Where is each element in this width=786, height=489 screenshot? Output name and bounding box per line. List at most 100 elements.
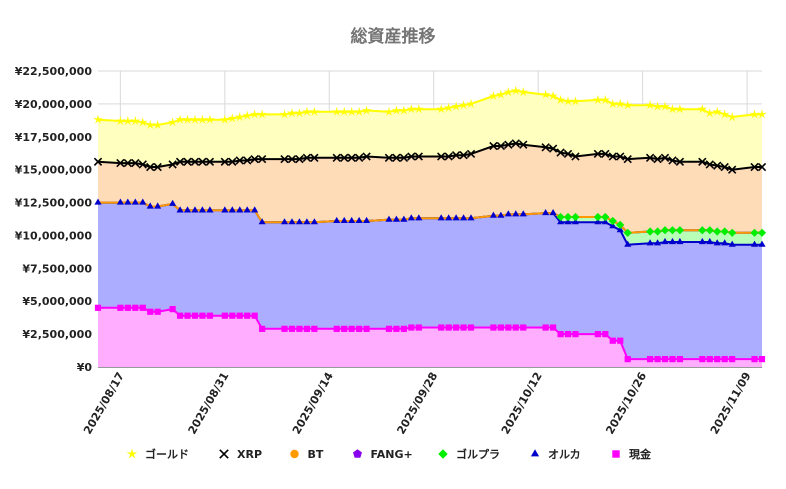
legend-label: オルカ (548, 448, 581, 461)
data-point-triangle (728, 240, 736, 247)
data-point-x (183, 157, 192, 166)
data-point-star (727, 111, 737, 122)
data-point-triangle (654, 239, 662, 246)
x-stroke (504, 140, 513, 149)
x-stroke (713, 161, 722, 170)
data-point-x (571, 152, 580, 161)
x-stroke (340, 153, 349, 162)
data-point-triangle (407, 214, 415, 221)
x-stroke (332, 153, 341, 162)
data-point-star (652, 101, 663, 111)
data-point-x (750, 162, 759, 172)
data-point-x (310, 153, 319, 162)
x-stroke (496, 141, 506, 151)
data-point-x (451, 151, 461, 160)
data-point-square (333, 325, 340, 332)
data-point-triangle (400, 215, 408, 222)
data-point-x (138, 160, 147, 169)
data-point-star (294, 108, 305, 118)
data-point-star (242, 110, 253, 120)
x-stroke (705, 160, 714, 169)
data-point-x (399, 153, 409, 162)
data-point-x (675, 157, 685, 166)
data-point-x (302, 153, 312, 162)
data-point-diamond (653, 227, 662, 236)
data-point-star (414, 104, 424, 114)
data-point-star (749, 109, 760, 119)
x-stroke (93, 157, 103, 166)
data-point-star (406, 104, 417, 114)
data-point-x (153, 162, 162, 172)
x-stroke (257, 154, 267, 164)
x-stroke (116, 158, 125, 168)
data-point-square (408, 324, 415, 331)
area-star (98, 90, 762, 170)
y-tick-label: ¥22,500,000 (15, 65, 93, 78)
data-point-x (668, 156, 677, 165)
legend-marker-triangle (530, 449, 540, 457)
data-point-triangle (489, 211, 497, 218)
data-point-x (340, 153, 349, 162)
data-point-x (563, 149, 573, 159)
data-point-star (354, 106, 364, 116)
data-point-star (667, 104, 678, 114)
data-point-x (713, 161, 722, 170)
data-point-x (287, 154, 297, 164)
y-tick-label: ¥0 (77, 361, 93, 374)
legend-marker-pentagon (353, 449, 362, 458)
legend-marker-x (219, 449, 229, 459)
data-point-triangle (676, 237, 684, 245)
data-point-diamond (556, 212, 565, 222)
data-point-triangle (713, 239, 721, 246)
data-point-x (623, 154, 632, 164)
legend-item: XRP (219, 448, 262, 461)
data-point-star (361, 105, 372, 115)
data-point-square (400, 325, 407, 332)
data-point-x (198, 157, 207, 166)
data-point-triangle (758, 240, 766, 247)
data-point-x (519, 140, 528, 149)
data-point-star (391, 105, 402, 115)
data-point-diamond (675, 226, 684, 235)
data-point-triangle (624, 240, 632, 247)
data-point-square (751, 356, 758, 363)
x-stroke (123, 158, 133, 168)
x-stroke (168, 160, 177, 169)
data-point-square (699, 356, 706, 363)
x-stroke (414, 152, 423, 161)
data-point-diamond (705, 226, 714, 235)
data-point-triangle (124, 198, 132, 205)
data-point-triangle (616, 226, 624, 233)
x-axis: 2025/08/17 2025/08/31 2025/09/14 2025/09/28… (81, 370, 754, 437)
x-stroke (362, 152, 371, 161)
x-stroke (720, 162, 729, 172)
data-point-triangle (288, 218, 296, 225)
data-point-square (303, 325, 310, 332)
data-point-square (385, 325, 393, 332)
data-point-square (714, 356, 721, 363)
x-stroke (220, 157, 229, 166)
data-point-diamond (713, 227, 722, 236)
data-point-x (354, 153, 364, 162)
data-point-triangle (385, 215, 393, 222)
data-point-triangle (169, 199, 177, 206)
data-point-triangle (348, 216, 356, 223)
legend-marker-circle (290, 449, 299, 459)
x-stroke (198, 157, 207, 166)
x-tick-label: 2025/08/17 (81, 370, 127, 436)
x-stroke (668, 156, 677, 165)
x-stroke (616, 152, 625, 161)
x-stroke (392, 153, 401, 162)
data-point-star (563, 96, 573, 106)
data-point-triangle (333, 216, 341, 223)
x-stroke (653, 154, 662, 164)
data-point-square (706, 356, 713, 363)
data-point-square (758, 356, 766, 363)
legend-marker-diamond (438, 449, 448, 459)
data-point-triangle (542, 209, 550, 216)
data-point-x (280, 154, 289, 164)
data-point-triangle (497, 211, 505, 218)
data-point-x (720, 162, 729, 172)
data-point-star (93, 114, 103, 124)
data-point-x (146, 162, 155, 172)
